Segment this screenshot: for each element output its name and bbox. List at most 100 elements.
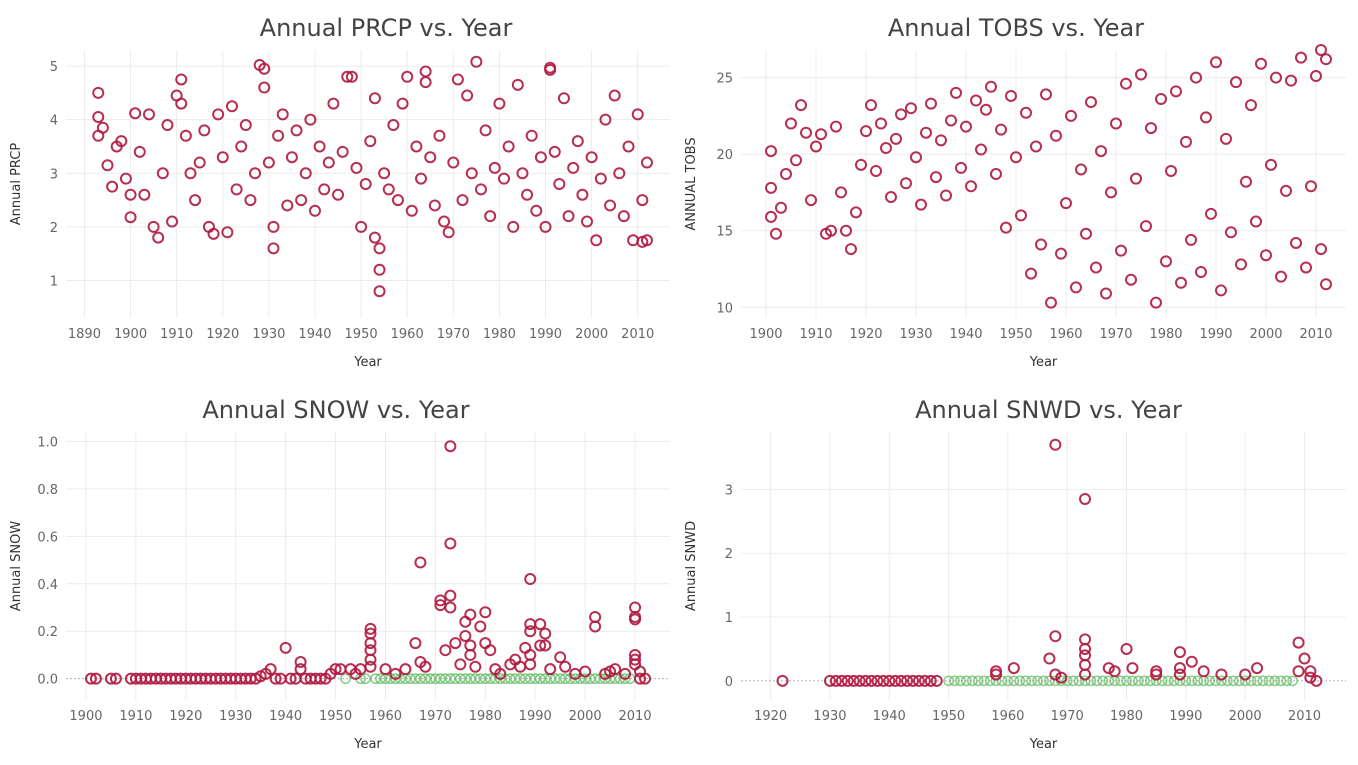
data-point bbox=[1079, 642, 1092, 655]
data-point bbox=[1150, 668, 1163, 681]
baseline-point bbox=[1269, 675, 1281, 687]
y-tick-label: 25 bbox=[716, 72, 733, 87]
data-point bbox=[138, 188, 151, 201]
data-point bbox=[405, 204, 418, 217]
data-point bbox=[1108, 665, 1121, 678]
chart-prcp: Annual PRCP vs. Year 1890 1900 1910 1920 193… bbox=[0, 0, 679, 382]
data-point bbox=[1079, 649, 1092, 662]
data-point bbox=[855, 158, 867, 171]
chart-title: Annual TOBS vs. Year bbox=[887, 14, 1145, 42]
data-point bbox=[880, 142, 892, 155]
data-point bbox=[613, 167, 626, 180]
baseline-point bbox=[1162, 675, 1174, 687]
data-point bbox=[1180, 135, 1192, 148]
data-point bbox=[419, 76, 432, 89]
data-point bbox=[825, 224, 837, 237]
data-point bbox=[364, 135, 377, 148]
data-point bbox=[924, 674, 937, 687]
data-point bbox=[1070, 281, 1082, 294]
data-point bbox=[269, 672, 282, 685]
chart-plot: 1920 1930 1940 1950 1960 1970 1980 1990 2000 2010… bbox=[684, 432, 1346, 752]
data-point bbox=[493, 97, 506, 110]
data-point bbox=[1250, 215, 1262, 228]
data-point bbox=[382, 183, 395, 196]
baseline-point bbox=[972, 675, 984, 687]
baseline-point bbox=[1216, 675, 1227, 687]
data-point bbox=[391, 194, 404, 207]
data-point bbox=[175, 97, 188, 110]
data-point bbox=[1049, 668, 1062, 681]
data-point bbox=[449, 637, 462, 650]
baseline-point bbox=[1287, 675, 1299, 687]
data-point bbox=[765, 210, 777, 223]
data-point bbox=[179, 129, 192, 142]
data-point bbox=[1079, 668, 1092, 681]
data-point bbox=[1200, 111, 1212, 124]
baseline-point bbox=[1275, 675, 1287, 687]
data-point bbox=[1140, 220, 1152, 233]
data-point bbox=[859, 674, 872, 687]
x-tick-label: 1960 bbox=[391, 327, 424, 342]
baseline-point bbox=[1245, 675, 1257, 687]
x-tick-label: 2000 bbox=[569, 709, 602, 724]
data-point bbox=[1251, 662, 1264, 675]
data-point bbox=[444, 589, 457, 602]
data-point bbox=[785, 117, 797, 130]
baseline-point bbox=[1038, 675, 1049, 687]
baseline-point bbox=[1014, 675, 1026, 687]
data-point bbox=[92, 86, 105, 99]
data-point bbox=[870, 164, 882, 177]
data-point bbox=[1170, 85, 1182, 98]
x-tick-label: 1960 bbox=[1049, 327, 1082, 342]
data-point bbox=[925, 97, 937, 110]
baseline-point bbox=[1085, 675, 1097, 687]
data-point bbox=[459, 615, 472, 628]
data-point bbox=[562, 210, 575, 223]
x-tick-label: 1990 bbox=[529, 327, 562, 342]
data-point bbox=[1049, 630, 1062, 643]
data-point bbox=[524, 625, 537, 638]
data-point bbox=[438, 215, 451, 228]
data-point bbox=[1310, 70, 1322, 83]
data-point bbox=[1130, 172, 1142, 185]
baseline-point bbox=[1138, 675, 1150, 687]
baseline-point bbox=[1115, 675, 1127, 687]
data-point bbox=[1292, 665, 1305, 678]
data-point bbox=[995, 123, 1007, 136]
x-tick-label: 1920 bbox=[849, 327, 882, 342]
baseline-point bbox=[1204, 675, 1215, 687]
data-point bbox=[156, 167, 169, 180]
data-point bbox=[387, 119, 400, 132]
data-point bbox=[930, 674, 943, 687]
data-point bbox=[850, 206, 862, 219]
x-tick-label: 1930 bbox=[252, 327, 285, 342]
data-point bbox=[895, 108, 907, 121]
baseline-point bbox=[1186, 675, 1198, 687]
data-point bbox=[198, 124, 211, 137]
data-point bbox=[1230, 76, 1242, 89]
data-point bbox=[1045, 296, 1057, 309]
data-point bbox=[1010, 151, 1022, 164]
chart-title: Annual PRCP vs. Year bbox=[259, 14, 513, 42]
data-point bbox=[519, 641, 532, 654]
data-point bbox=[235, 140, 248, 153]
data-point bbox=[524, 658, 537, 671]
data-point bbox=[1185, 233, 1197, 246]
data-point bbox=[124, 211, 137, 224]
data-point bbox=[875, 117, 887, 130]
data-point bbox=[258, 81, 271, 94]
baseline-point bbox=[955, 675, 966, 687]
data-point bbox=[795, 99, 807, 112]
data-point bbox=[378, 167, 391, 180]
data-point bbox=[1173, 662, 1186, 675]
data-point bbox=[889, 674, 902, 687]
chart-title: Annual SNOW vs. Year bbox=[202, 396, 470, 424]
y-tick-label: 0.0 bbox=[37, 673, 58, 688]
data-point bbox=[207, 227, 220, 240]
baseline-point bbox=[1121, 675, 1132, 687]
baseline-point bbox=[1097, 675, 1109, 687]
data-point bbox=[1320, 278, 1332, 291]
data-point bbox=[1055, 247, 1067, 260]
baseline-point bbox=[1073, 675, 1085, 687]
data-point bbox=[84, 672, 97, 685]
